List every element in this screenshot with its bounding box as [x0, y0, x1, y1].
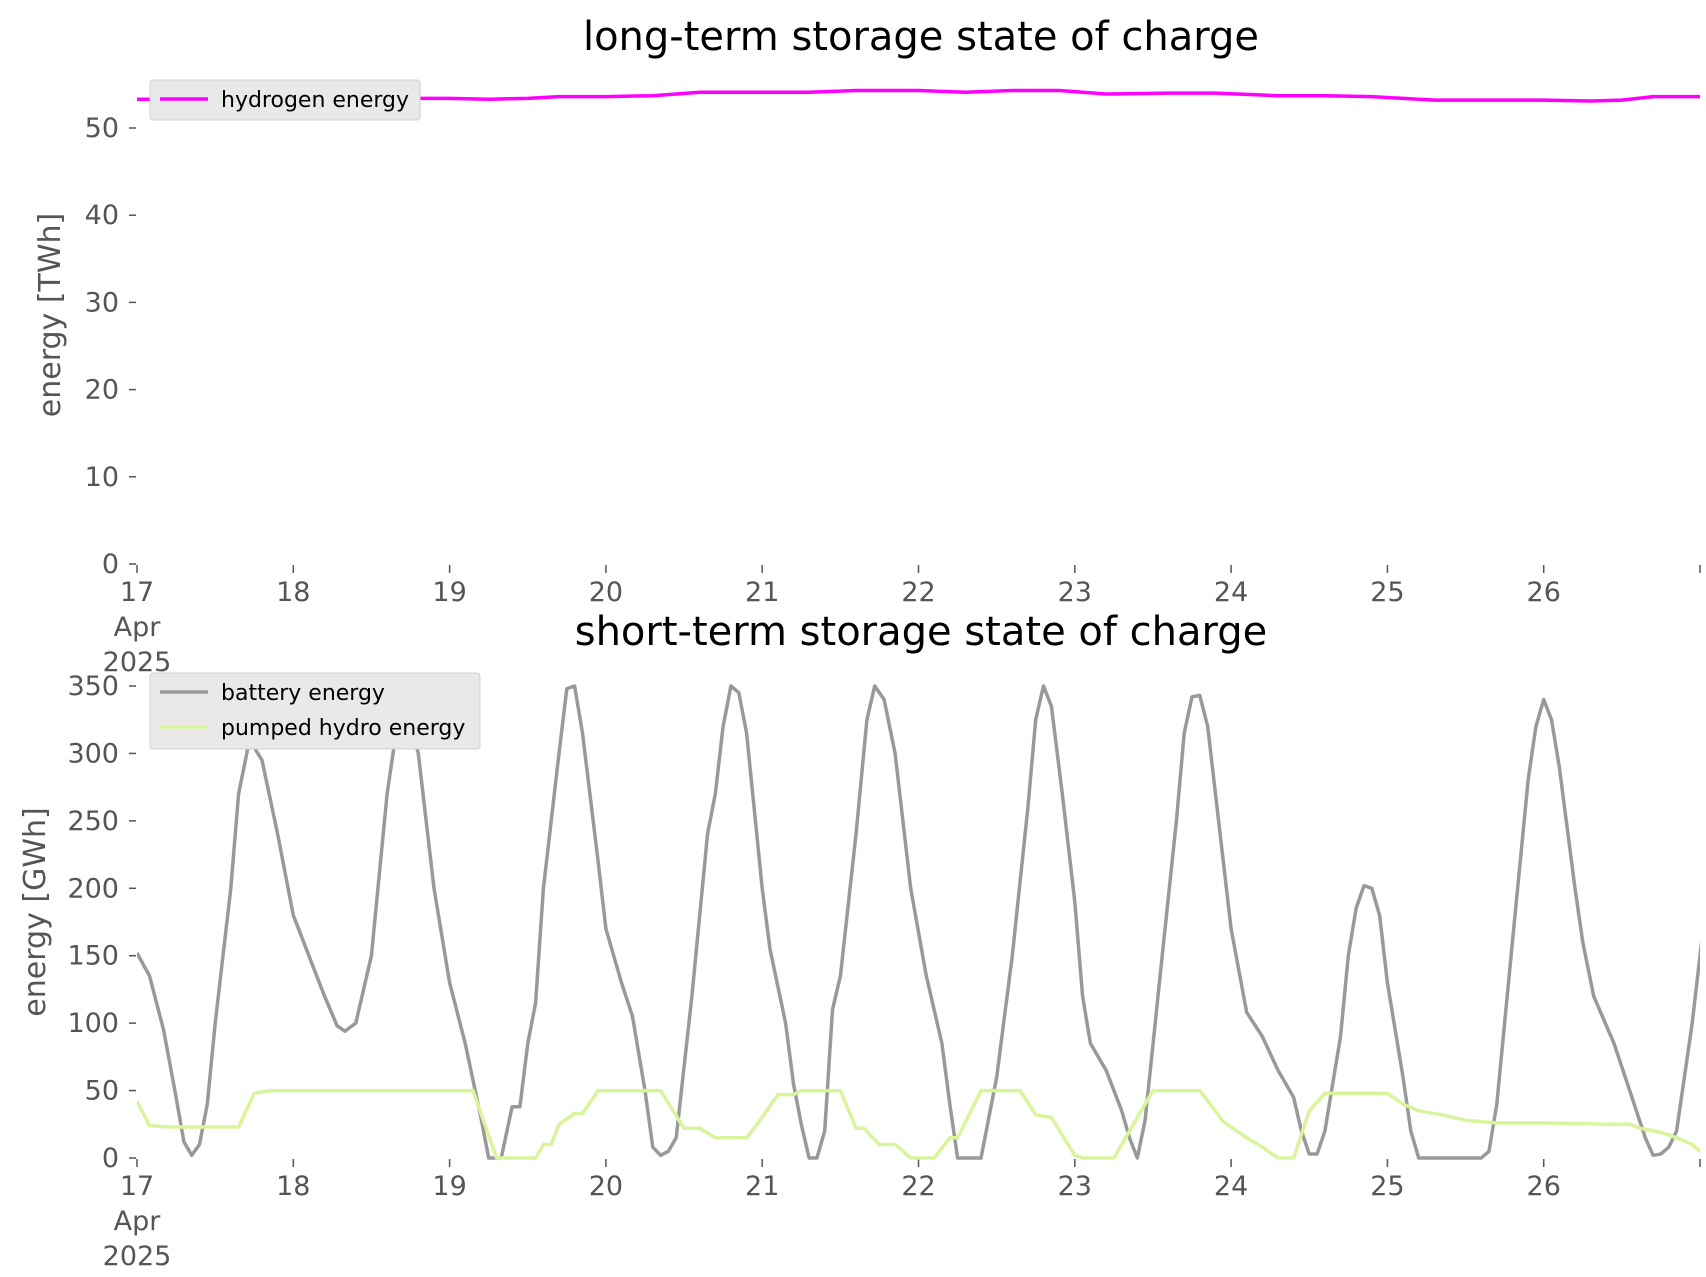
x-tick-label: 18 — [276, 577, 310, 608]
x-tick-label: Apr — [114, 612, 162, 643]
x-tick-label: 23 — [1058, 1171, 1092, 1202]
legend-frame — [149, 672, 481, 750]
y-axis-ticks: 0 10 20 30 40 50 — [85, 113, 136, 580]
y-tick-label: 300 — [67, 738, 119, 769]
x-tick-label: 22 — [901, 1171, 935, 1202]
chart-title: long-term storage state of charge — [583, 14, 1259, 60]
legend-frame — [149, 79, 421, 121]
y-tick-label: 350 — [67, 671, 119, 702]
x-tick-label: 19 — [432, 1171, 466, 1202]
y-tick-label: 0 — [102, 549, 119, 580]
x-tick-label: 21 — [745, 1171, 779, 1202]
y-tick-label: 10 — [85, 462, 119, 493]
x-tick-label: 19 — [432, 577, 466, 608]
x-tick-label: 17 — [120, 1171, 154, 1202]
y-tick-label: 50 — [85, 1076, 119, 1107]
x-tick-label: 20 — [589, 1171, 623, 1202]
x-tick-label: 24 — [1214, 577, 1248, 608]
long-term-storage-chart: long-term storage state of charge energy… — [33, 14, 1701, 678]
series-lines — [137, 88, 1700, 103]
y-tick-label: 100 — [67, 1008, 119, 1039]
x-tick-label: 20 — [589, 577, 623, 608]
y-axis-label: energy [GWh] — [18, 807, 53, 1016]
series-line-hydrogen-energy — [137, 88, 1700, 103]
legend: battery energy pumped hydro energy — [149, 672, 481, 750]
chart-title: short-term storage state of charge — [575, 609, 1268, 655]
y-tick-label: 30 — [85, 287, 119, 318]
x-tick-label: 23 — [1058, 577, 1092, 608]
y-tick-label: 150 — [67, 941, 119, 972]
y-tick-label: 0 — [102, 1143, 119, 1174]
y-tick-label: 250 — [67, 806, 119, 837]
x-tick-label: 18 — [276, 1171, 310, 1202]
x-tick-label: 24 — [1214, 1171, 1248, 1202]
series-lines — [137, 684, 1700, 1160]
short-term-storage-chart: short-term storage state of charge energ… — [18, 609, 1701, 1272]
legend-label-pumped-hydro: pumped hydro energy — [221, 716, 465, 741]
legend-label-hydrogen: hydrogen energy — [221, 88, 409, 113]
x-tick-label: 17 — [120, 577, 154, 608]
y-tick-label: 50 — [85, 113, 119, 144]
series-line-battery-energy — [137, 684, 1700, 1160]
x-tick-label: 25 — [1370, 1171, 1404, 1202]
y-tick-label: 20 — [85, 375, 119, 406]
y-axis-ticks: 0 50 100 150 200 250 300 350 — [67, 671, 136, 1174]
legend-label-battery: battery energy — [221, 681, 385, 706]
x-tick-label: 21 — [745, 577, 779, 608]
x-axis-ticks: 17 Apr 2025 18 19 20 21 22 23 24 25 26 — [103, 1159, 1701, 1272]
legend: hydrogen energy — [149, 79, 421, 121]
series-line-pumped-hydro-energy — [137, 1088, 1700, 1160]
y-tick-label: 40 — [85, 200, 119, 231]
x-tick-label: 26 — [1527, 577, 1561, 608]
y-tick-label: 200 — [67, 873, 119, 904]
x-tick-label: 2025 — [103, 1241, 172, 1272]
x-tick-label: 26 — [1527, 1171, 1561, 1202]
y-axis-label: energy [TWh] — [33, 213, 68, 417]
x-tick-label: 25 — [1370, 577, 1404, 608]
x-tick-label: Apr — [114, 1206, 162, 1237]
x-tick-label: 22 — [901, 577, 935, 608]
